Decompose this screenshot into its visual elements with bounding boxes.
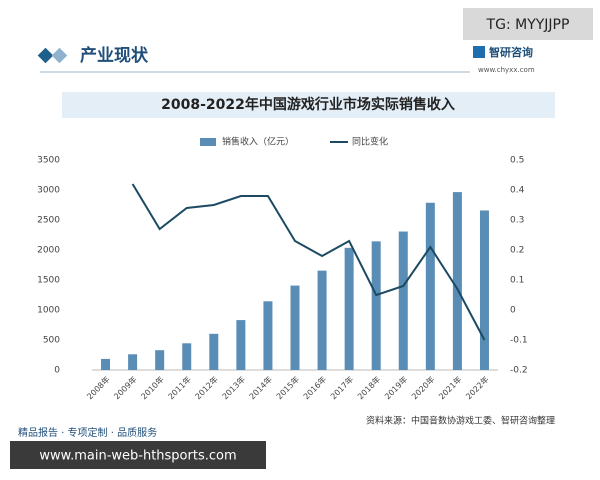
bar xyxy=(182,343,192,370)
section-icon xyxy=(37,47,54,64)
chart-title: 2008-2022年中国游戏行业市场实际销售收入 xyxy=(161,96,455,113)
y-tick-label: 2000 xyxy=(37,246,60,256)
legend-swatch xyxy=(200,138,216,146)
bar xyxy=(155,350,165,370)
url: www.main-web-hthsports.com xyxy=(39,449,236,464)
bar xyxy=(317,270,327,370)
y2-tick-label: -0.1 xyxy=(510,336,528,346)
legend-label: 销售收入（亿元） xyxy=(222,136,294,148)
bar xyxy=(371,241,381,370)
bar xyxy=(263,301,273,370)
bar xyxy=(452,192,462,370)
line xyxy=(131,183,486,341)
y2-tick-label: 0 xyxy=(510,306,516,316)
title-band xyxy=(62,92,555,118)
bar xyxy=(398,231,408,370)
bar xyxy=(479,210,489,370)
y-tick-label: 1500 xyxy=(37,276,60,286)
badge: TG: MYYJJPP xyxy=(486,17,570,33)
bar xyxy=(290,285,300,370)
bar xyxy=(236,320,246,370)
brand-logo xyxy=(473,46,485,58)
section-title: 产业现状 xyxy=(80,45,149,66)
bar xyxy=(344,247,354,370)
brand: 智研咨询 xyxy=(489,45,533,59)
y-tick-label: 2500 xyxy=(37,216,60,226)
url-bar xyxy=(10,441,266,469)
bar xyxy=(209,333,219,370)
legend-label: 同比变化 xyxy=(352,136,388,148)
y2-tick-label: 0.2 xyxy=(510,246,524,256)
y-tick-label: 3000 xyxy=(37,186,60,196)
y2-tick-label: 0.5 xyxy=(510,156,524,166)
y2-tick-label: -0.2 xyxy=(510,366,528,376)
bar xyxy=(101,358,111,370)
bar xyxy=(128,354,138,370)
section-icon xyxy=(51,47,68,64)
y2-tick-label: 0.1 xyxy=(510,276,524,286)
y2-tick-label: 0.3 xyxy=(510,216,524,226)
source: 资料来源：中国音数协游戏工委、智研咨询整理 xyxy=(366,415,555,427)
slogan: 精品报告 · 专项定制 · 品质服务 xyxy=(18,426,157,439)
y-tick-label: 1000 xyxy=(37,306,60,316)
y-tick-label: 0 xyxy=(54,366,60,376)
y-tick-label: 500 xyxy=(43,336,60,346)
bar xyxy=(425,202,435,370)
y-tick-label: 3500 xyxy=(37,156,60,166)
badge-box xyxy=(463,8,593,40)
site: www.chyxx.com xyxy=(478,66,535,74)
y2-tick-label: 0.4 xyxy=(510,186,525,196)
